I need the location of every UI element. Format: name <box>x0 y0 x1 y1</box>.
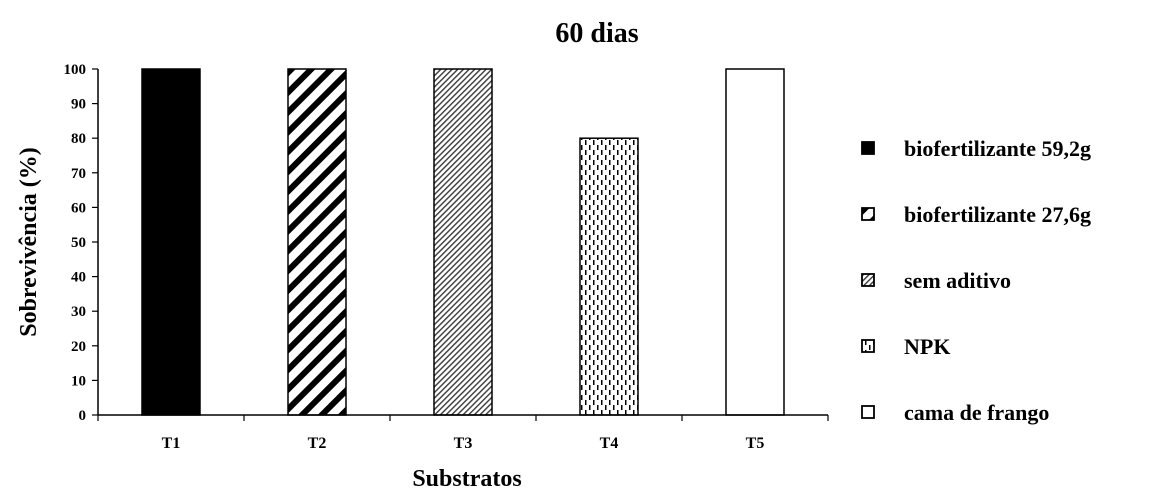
bar-t1 <box>141 68 201 416</box>
x-axis-label: Substratos <box>412 466 521 492</box>
legend-label: biofertilizante 27,6g <box>904 202 1091 227</box>
y-tick-label: 0 <box>79 408 87 424</box>
legend-label: cama de frango <box>904 400 1049 425</box>
legend-swatch <box>861 273 875 287</box>
x-tick-label: T2 <box>308 435 327 452</box>
bar-t3 <box>433 68 493 416</box>
x-tick-label: T1 <box>162 435 181 452</box>
legend-swatch <box>861 141 875 155</box>
legend: biofertilizante 59,2g biofertilizante 27,… <box>861 136 1091 425</box>
legend-swatch <box>861 405 875 419</box>
y-tick-label: 100 <box>64 62 87 78</box>
y-tick-label: 40 <box>71 270 86 286</box>
legend-swatch <box>861 207 875 221</box>
legend-swatch <box>861 339 875 353</box>
chart-title: 60 dias <box>555 18 638 49</box>
y-tick-label: 60 <box>71 200 86 216</box>
y-tick-label: 80 <box>71 131 86 147</box>
y-tick-label: 50 <box>71 235 86 251</box>
y-axis-ticks: 0 10 20 30 40 50 60 70 80 90 100 <box>64 62 98 424</box>
y-tick-label: 30 <box>71 304 86 320</box>
y-tick-label: 10 <box>71 373 86 389</box>
y-tick-label: 90 <box>71 97 86 113</box>
x-axis-ticks: T1 T2 T3 T4 T5 <box>97 415 829 452</box>
bar-t4 <box>579 137 639 416</box>
legend-label: NPK <box>904 334 950 359</box>
x-tick-label: T5 <box>746 435 765 452</box>
bar-t5 <box>725 68 785 416</box>
bar-t2 <box>287 68 347 416</box>
y-tick-label: 70 <box>71 166 86 182</box>
x-tick-label: T3 <box>454 435 473 452</box>
bars <box>141 68 785 416</box>
legend-label: biofertilizante 59,2g <box>904 136 1091 161</box>
y-axis-label: Sobrevivência (%) <box>16 147 42 337</box>
y-tick-label: 20 <box>71 339 86 355</box>
x-tick-label: T4 <box>600 435 619 452</box>
legend-label: sem aditivo <box>904 268 1011 293</box>
